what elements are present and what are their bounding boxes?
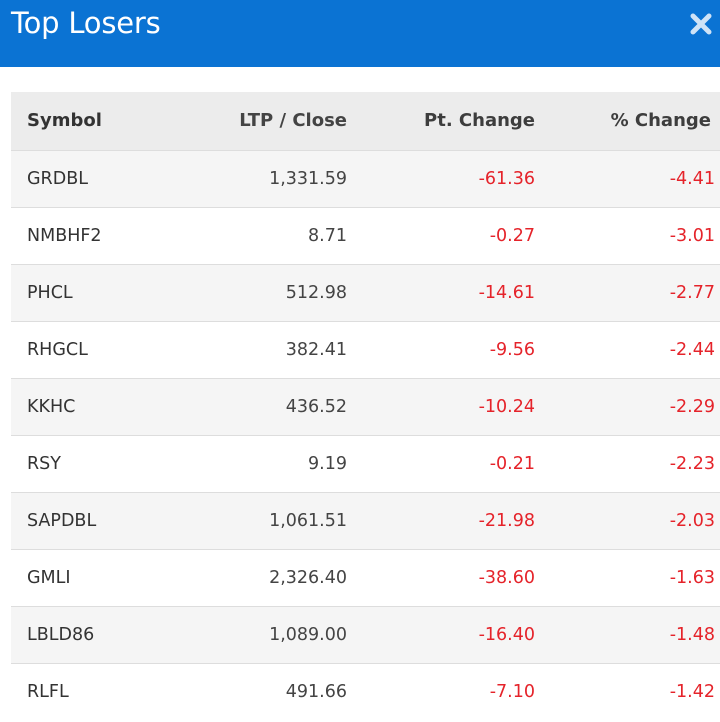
table-row[interactable]: RLFL 491.66 -7.10 -1.42 — [11, 663, 720, 720]
cell-pct-change: -1.42 — [669, 681, 715, 702]
cell-pt-change: -14.61 — [478, 282, 535, 303]
cell-ltp: 1,331.59 — [269, 168, 347, 189]
cell-symbol[interactable]: RLFL — [27, 681, 69, 702]
table-row[interactable]: GMLI 2,326.40 -38.60 -1.63 — [11, 549, 720, 606]
table-row[interactable]: LBLD86 1,089.00 -16.40 -1.48 — [11, 606, 720, 663]
cell-symbol[interactable]: GRDBL — [27, 168, 88, 189]
cell-pct-change: -2.23 — [669, 453, 715, 474]
table-body: GRDBL 1,331.59 -61.36 -4.41 NMBHF2 8.71 … — [11, 150, 720, 720]
cell-ltp: 1,089.00 — [269, 624, 347, 645]
cell-symbol[interactable]: KKHC — [27, 396, 76, 417]
cell-symbol[interactable]: LBLD86 — [27, 624, 95, 645]
cell-pt-change: -7.10 — [489, 681, 535, 702]
column-header-symbol[interactable]: Symbol — [27, 110, 102, 132]
table-header: Symbol LTP / Close Pt. Change % Change — [11, 92, 720, 150]
modal-header: Top Losers — [0, 0, 720, 67]
cell-pct-change: -3.01 — [669, 225, 715, 246]
column-header-pct-change[interactable]: % Change — [610, 110, 711, 132]
close-icon — [690, 13, 712, 35]
table-row[interactable]: KKHC 436.52 -10.24 -2.29 — [11, 378, 720, 435]
table-row[interactable]: RHGCL 382.41 -9.56 -2.44 — [11, 321, 720, 378]
close-button[interactable] — [688, 11, 714, 37]
cell-pt-change: -16.40 — [478, 624, 535, 645]
cell-pct-change: -2.03 — [669, 510, 715, 531]
cell-ltp: 491.66 — [285, 681, 347, 702]
modal-title: Top Losers — [11, 6, 161, 40]
cell-ltp: 9.19 — [308, 453, 347, 474]
table-row[interactable]: SAPDBL 1,061.51 -21.98 -2.03 — [11, 492, 720, 549]
table-row[interactable]: NMBHF2 8.71 -0.27 -3.01 — [11, 207, 720, 264]
table-row[interactable]: PHCL 512.98 -14.61 -2.77 — [11, 264, 720, 321]
cell-pt-change: -0.27 — [489, 225, 535, 246]
cell-symbol[interactable]: RSY — [27, 453, 61, 474]
cell-pct-change: -2.77 — [669, 282, 715, 303]
cell-pt-change: -10.24 — [478, 396, 535, 417]
cell-symbol[interactable]: GMLI — [27, 567, 71, 588]
cell-pct-change: -1.48 — [669, 624, 715, 645]
losers-table: Symbol LTP / Close Pt. Change % Change G… — [11, 92, 720, 720]
cell-pct-change: -1.63 — [669, 567, 715, 588]
cell-pct-change: -4.41 — [669, 168, 715, 189]
cell-ltp: 512.98 — [285, 282, 347, 303]
losers-table-container: Symbol LTP / Close Pt. Change % Change G… — [11, 92, 720, 720]
cell-symbol[interactable]: RHGCL — [27, 339, 88, 360]
cell-ltp: 382.41 — [285, 339, 347, 360]
column-header-ltp[interactable]: LTP / Close — [239, 110, 347, 132]
cell-symbol[interactable]: NMBHF2 — [27, 225, 102, 246]
cell-ltp: 1,061.51 — [269, 510, 347, 531]
column-header-pt-change[interactable]: Pt. Change — [424, 110, 535, 132]
table-header-row: Symbol LTP / Close Pt. Change % Change — [11, 92, 720, 150]
cell-pt-change: -61.36 — [478, 168, 535, 189]
cell-pt-change: -38.60 — [478, 567, 535, 588]
cell-pt-change: -0.21 — [489, 453, 535, 474]
cell-symbol[interactable]: SAPDBL — [27, 510, 97, 531]
cell-ltp: 8.71 — [308, 225, 347, 246]
cell-pct-change: -2.44 — [669, 339, 715, 360]
cell-pt-change: -9.56 — [489, 339, 535, 360]
table-row[interactable]: GRDBL 1,331.59 -61.36 -4.41 — [11, 150, 720, 207]
cell-pt-change: -21.98 — [478, 510, 535, 531]
cell-pct-change: -2.29 — [669, 396, 715, 417]
cell-ltp: 2,326.40 — [269, 567, 347, 588]
cell-symbol[interactable]: PHCL — [27, 282, 73, 303]
table-row[interactable]: RSY 9.19 -0.21 -2.23 — [11, 435, 720, 492]
cell-ltp: 436.52 — [285, 396, 347, 417]
